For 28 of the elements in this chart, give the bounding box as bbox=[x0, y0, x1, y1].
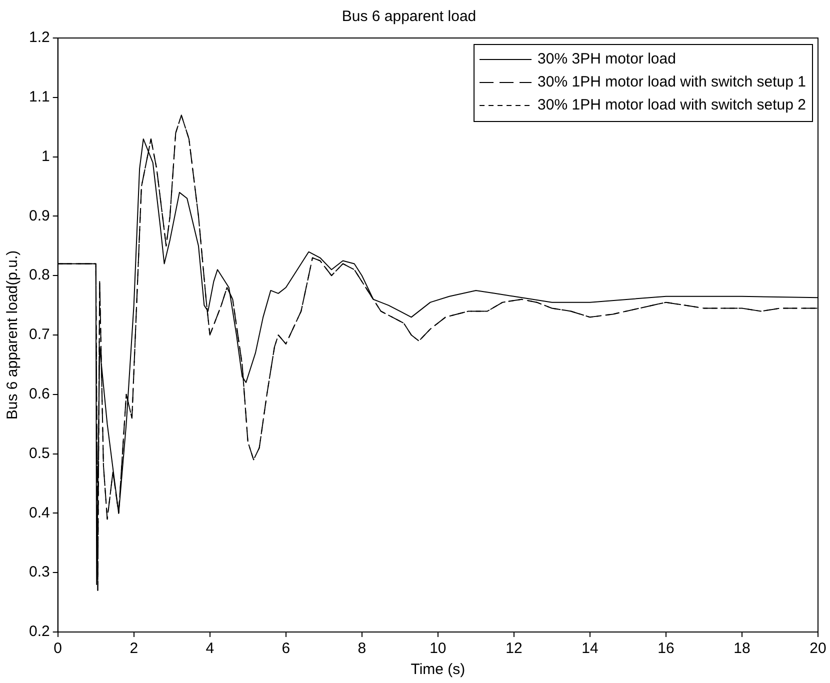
x-tick-label: 12 bbox=[506, 640, 522, 658]
x-tick-label: 4 bbox=[206, 640, 214, 658]
y-tick-label: 1.2 bbox=[28, 29, 50, 46]
y-tick-label: 0.8 bbox=[28, 266, 50, 284]
x-axis-title: Time (s) bbox=[410, 661, 466, 678]
chart-title: Bus 6 apparent load bbox=[342, 8, 476, 26]
y-tick-label: 0.4 bbox=[28, 504, 50, 522]
legend-label: 30% 1PH motor load with switch setup 2 bbox=[538, 96, 806, 114]
x-tick-label: 0 bbox=[54, 640, 62, 658]
legend-label: 30% 1PH motor load with switch setup 1 bbox=[538, 74, 806, 91]
y-tick-label: 0.7 bbox=[28, 326, 50, 344]
x-tick-label: 2 bbox=[130, 640, 138, 658]
y-tick-label: 1 bbox=[42, 148, 50, 165]
y-tick-label: 0.2 bbox=[28, 623, 50, 640]
y-tick-label: 0.5 bbox=[28, 444, 50, 462]
x-tick-label: 10 bbox=[430, 640, 446, 658]
y-axis-title: Bus 6 apparent load(p.u.) bbox=[4, 250, 22, 420]
y-tick-label: 1.1 bbox=[28, 88, 50, 106]
legend-label: 30% 3PH motor load bbox=[538, 50, 676, 68]
x-tick-label: 20 bbox=[810, 640, 826, 658]
x-tick-label: 18 bbox=[734, 640, 750, 658]
x-tick-label: 6 bbox=[282, 640, 290, 658]
x-tick-label: 16 bbox=[658, 640, 674, 658]
x-tick-label: 8 bbox=[358, 640, 366, 658]
y-tick-label: 0.9 bbox=[28, 207, 50, 224]
x-tick-label: 14 bbox=[582, 640, 598, 658]
y-tick-label: 0.3 bbox=[28, 564, 50, 581]
y-tick-label: 0.6 bbox=[28, 386, 50, 403]
